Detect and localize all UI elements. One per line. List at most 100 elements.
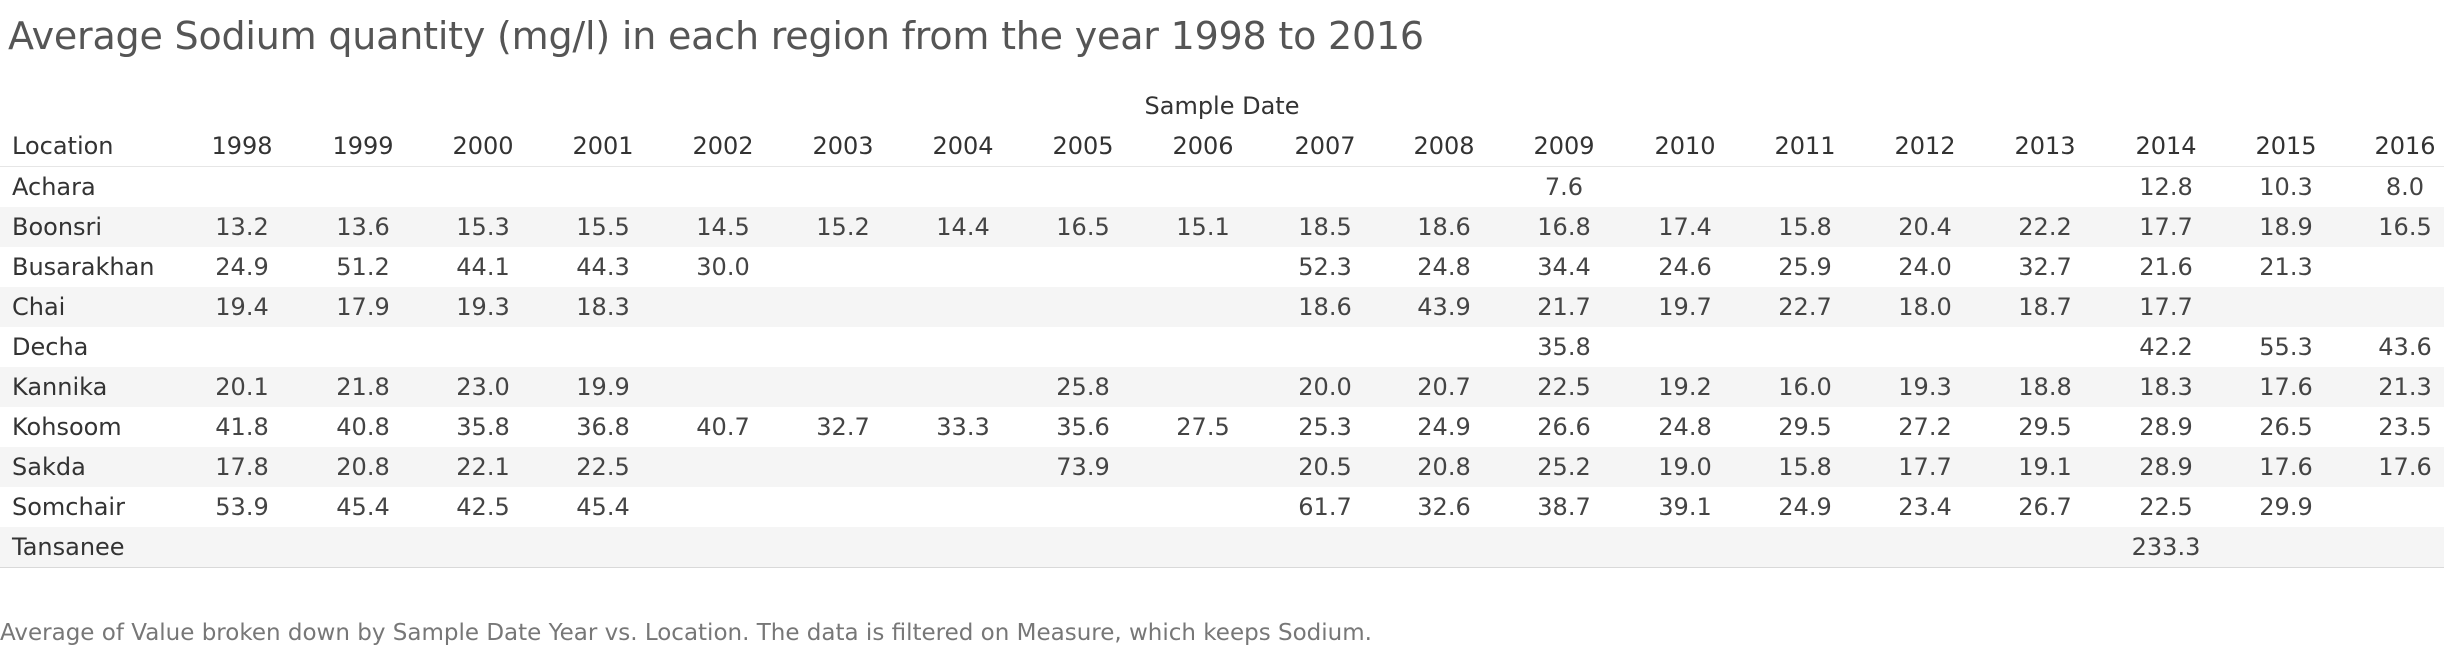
location-label: Decha — [12, 333, 89, 361]
table-cell: 233.3 — [2131, 533, 2201, 561]
year-column-header: 2010 — [1654, 132, 1716, 160]
table-cell: 15.5 — [576, 213, 630, 241]
chart-caption: Average of Value broken down by Sample D… — [0, 620, 1372, 646]
table-cell: 42.5 — [456, 493, 510, 521]
table-cell: 21.6 — [2139, 253, 2193, 281]
table-cell: 19.1 — [2018, 453, 2072, 481]
table-cell: 10.3 — [2259, 173, 2313, 201]
table-row: Tansanee 233.3 — [0, 527, 2444, 567]
table-cell: 17.4 — [1658, 213, 1712, 241]
table-cell: 26.5 — [2259, 413, 2313, 441]
year-column-header: 2007 — [1294, 132, 1356, 160]
year-column-header: 2015 — [2255, 132, 2317, 160]
table-cell: 35.8 — [1537, 333, 1591, 361]
location-label: Chai — [12, 293, 66, 321]
table-cell: 29.5 — [1778, 413, 1832, 441]
table-cell: 20.7 — [1417, 373, 1471, 401]
table-cell: 26.7 — [2018, 493, 2072, 521]
table-cell: 22.5 — [576, 453, 630, 481]
table-cell: 19.7 — [1658, 293, 1712, 321]
table-cell: 51.2 — [336, 253, 390, 281]
table-cell: 41.8 — [215, 413, 269, 441]
table-cell: 43.6 — [2378, 333, 2432, 361]
table-cell: 22.7 — [1778, 293, 1832, 321]
table-cell: 39.1 — [1658, 493, 1712, 521]
table-cell: 18.0 — [1898, 293, 1952, 321]
table-cell: 18.7 — [2018, 293, 2072, 321]
table-cell: 20.4 — [1898, 213, 1952, 241]
table-row: Kohsoom 41.8 40.8 35.8 36.8 40.7 32.7 33.3 35.6 2… — [0, 407, 2444, 447]
table-cell: 27.2 — [1898, 413, 1952, 441]
table-cell: 20.8 — [336, 453, 390, 481]
table-cell: 28.9 — [2139, 453, 2193, 481]
year-column-header: 2003 — [812, 132, 874, 160]
table-cell: 25.8 — [1056, 373, 1110, 401]
table-cell: 18.6 — [1298, 293, 1352, 321]
header-divider-location — [0, 166, 160, 167]
table-cell: 23.5 — [2378, 413, 2432, 441]
table-bottom-divider — [0, 567, 2444, 568]
table-cell: 14.4 — [936, 213, 990, 241]
table-cell: 24.0 — [1898, 253, 1952, 281]
table-cell: 15.8 — [1778, 213, 1832, 241]
table-cell: 16.8 — [1537, 213, 1591, 241]
table-cell: 34.4 — [1537, 253, 1591, 281]
table-cell: 55.3 — [2259, 333, 2313, 361]
table-row: Decha 35.8 42.2 55.3 43.6 — [0, 327, 2444, 367]
table-row: Busarakhan 24.9 51.2 44.1 44.3 30.0 52.3 24.8 34… — [0, 247, 2444, 287]
table-cell: 24.8 — [1417, 253, 1471, 281]
year-column-header: 2002 — [692, 132, 754, 160]
header-divider — [160, 166, 2444, 167]
table-cell: 29.5 — [2018, 413, 2072, 441]
table-cell: 21.7 — [1537, 293, 1591, 321]
year-column-header: 2014 — [2135, 132, 2197, 160]
table-cell: 21.8 — [336, 373, 390, 401]
year-column-header: 2009 — [1533, 132, 1595, 160]
year-column-header: 2013 — [2014, 132, 2076, 160]
table-cell: 18.6 — [1417, 213, 1471, 241]
location-label: Boonsri — [12, 213, 103, 241]
table-row: Boonsri 13.2 13.6 15.3 15.5 14.5 15.2 14.4 16.5 1… — [0, 207, 2444, 247]
location-label: Achara — [12, 173, 96, 201]
table-cell: 15.8 — [1778, 453, 1832, 481]
table-cell: 42.2 — [2139, 333, 2193, 361]
table-cell: 19.4 — [215, 293, 269, 321]
table-cell: 19.0 — [1658, 453, 1712, 481]
table-cell: 19.3 — [1898, 373, 1952, 401]
table-cell: 21.3 — [2259, 253, 2313, 281]
table-cell: 32.7 — [2018, 253, 2072, 281]
table-cell: 18.3 — [576, 293, 630, 321]
table-cell: 25.3 — [1298, 413, 1352, 441]
table-cell: 24.9 — [1417, 413, 1471, 441]
year-column-header: 2016 — [2374, 132, 2436, 160]
table-cell: 21.3 — [2378, 373, 2432, 401]
year-column-header: 1999 — [332, 132, 394, 160]
column-group-label: Sample Date — [1144, 92, 1300, 120]
table-cell: 17.6 — [2378, 453, 2432, 481]
location-label: Sakda — [12, 453, 86, 481]
table-cell: 15.3 — [456, 213, 510, 241]
table-cell: 35.6 — [1056, 413, 1110, 441]
table-cell: 15.1 — [1176, 213, 1230, 241]
table-cell: 17.6 — [2259, 453, 2313, 481]
location-label: Kannika — [12, 373, 108, 401]
table-header: Location 1998 1999 2000 2001 2002 2003 2004 200… — [0, 128, 2444, 166]
table-row: Somchair 53.9 45.4 42.5 45.4 61.7 32.6 38.7 39.1… — [0, 487, 2444, 527]
table-cell: 16.5 — [2378, 213, 2432, 241]
year-column-header: 1998 — [211, 132, 273, 160]
location-label: Busarakhan — [12, 253, 155, 281]
table-cell: 17.7 — [2139, 213, 2193, 241]
table-cell: 44.3 — [576, 253, 630, 281]
location-column-header: Location — [12, 132, 114, 160]
table-cell: 18.5 — [1298, 213, 1352, 241]
table-cell: 13.2 — [215, 213, 269, 241]
table-cell: 15.2 — [816, 213, 870, 241]
table-cell: 20.0 — [1298, 373, 1352, 401]
table-cell: 16.5 — [1056, 213, 1110, 241]
table-cell: 7.6 — [1544, 173, 1584, 201]
table-cell: 28.9 — [2139, 413, 2193, 441]
table-cell: 19.3 — [456, 293, 510, 321]
table-cell: 33.3 — [936, 413, 990, 441]
year-column-header: 2000 — [452, 132, 514, 160]
table-cell: 22.5 — [1537, 373, 1591, 401]
